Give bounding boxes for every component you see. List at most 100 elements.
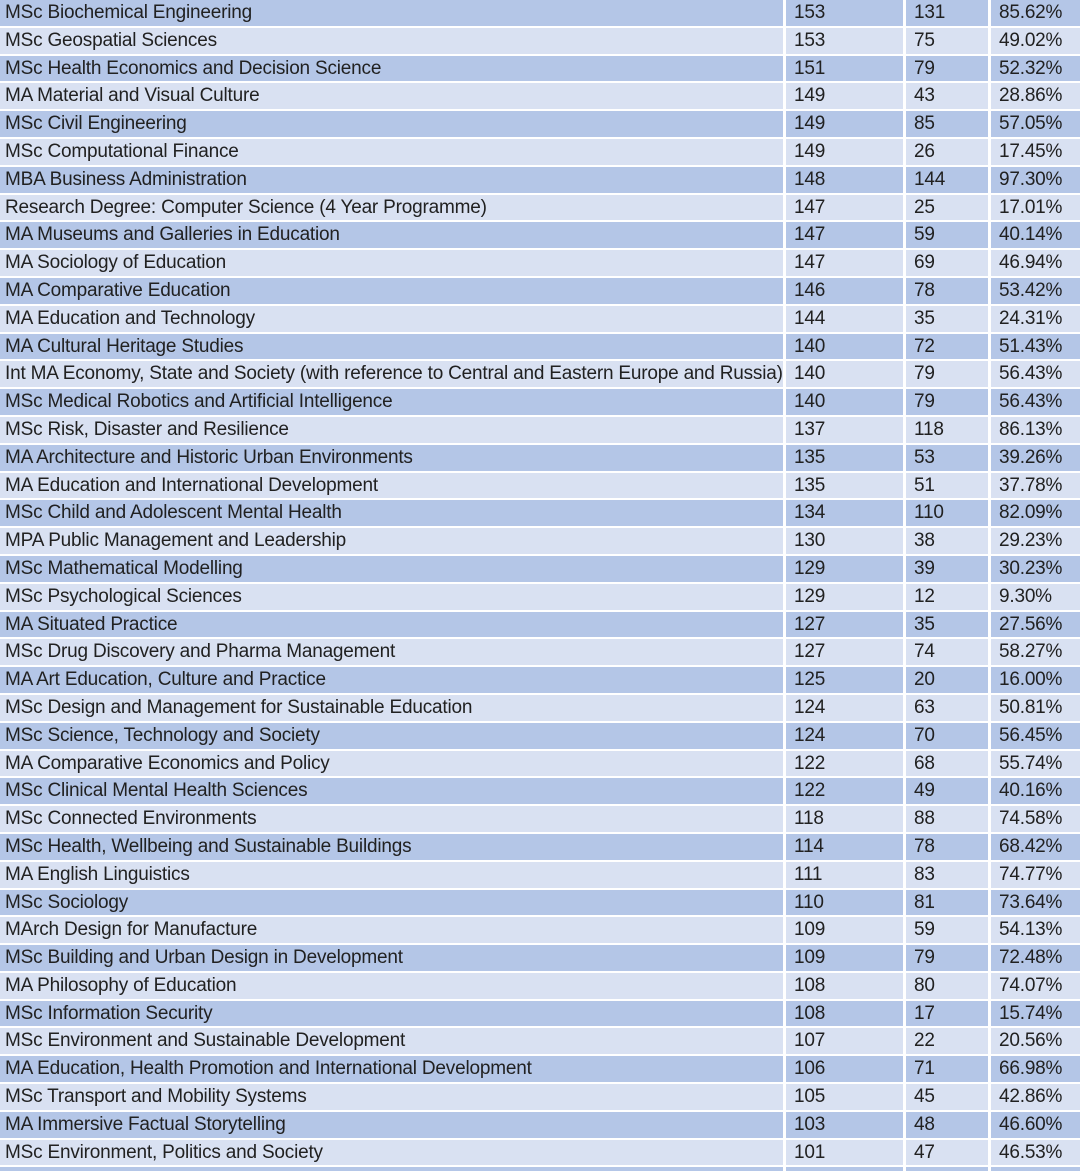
value-2-cell[interactable]: 78	[906, 833, 988, 860]
value-1-cell[interactable]: 109	[786, 917, 903, 944]
percentage-cell[interactable]: 97.30%	[991, 166, 1080, 193]
value-2-cell[interactable]: 17	[906, 1000, 988, 1027]
value-1-cell[interactable]: 134	[786, 500, 903, 527]
value-1-cell[interactable]: 105	[786, 1084, 903, 1110]
value-1-cell[interactable]: 149	[786, 111, 903, 137]
percentage-cell[interactable]: 30.23%	[991, 555, 1080, 582]
percentage-cell[interactable]: 40.16%	[991, 778, 1080, 805]
percentage-cell[interactable]: 50.81%	[991, 694, 1080, 721]
programme-name-cell[interactable]: MA Situated Practice	[0, 611, 783, 638]
value-1-cell[interactable]: 108	[786, 1000, 903, 1027]
value-2-cell[interactable]: 48	[906, 1111, 988, 1138]
value-1-cell[interactable]: 153	[786, 0, 903, 26]
programme-name-cell[interactable]: MA Cultural Heritage Studies	[0, 333, 783, 360]
value-2-cell[interactable]: 78	[906, 277, 988, 304]
value-1-cell[interactable]: 127	[786, 611, 903, 638]
programme-name-cell[interactable]: MSc Psychological Sciences	[0, 583, 783, 610]
programme-name-cell[interactable]: MA Comparative Economics and Policy	[0, 750, 783, 777]
programme-name-cell[interactable]: MSc Sociology	[0, 889, 783, 916]
value-2-cell[interactable]: 81	[906, 889, 988, 916]
programme-name-cell[interactable]: Research Degree: Computer Science (4 Yea…	[0, 194, 783, 221]
percentage-cell[interactable]: 68.42%	[991, 833, 1080, 860]
programme-name-cell[interactable]: MSc Building and Urban Design in Develop…	[0, 945, 783, 971]
value-2-cell[interactable]: 79	[906, 389, 988, 415]
programme-name-cell[interactable]: MSc Connected Environments	[0, 806, 783, 832]
percentage-cell[interactable]: 9.30%	[991, 583, 1080, 610]
programme-name-cell[interactable]: MSc Transport and Mobility Systems	[0, 1084, 783, 1110]
programme-name-cell[interactable]: MSc Drug Discovery and Pharma Management	[0, 639, 783, 666]
value-2-cell[interactable]: 131	[906, 0, 988, 26]
value-2-cell[interactable]: 70	[906, 722, 988, 749]
percentage-cell[interactable]: 46.94%	[991, 250, 1080, 276]
programme-name-cell[interactable]: MA Education, Health Promotion and Inter…	[0, 1056, 783, 1083]
value-2-cell[interactable]: 26	[906, 138, 988, 165]
value-1-cell[interactable]: 110	[786, 889, 903, 916]
percentage-cell[interactable]: 82.09%	[991, 500, 1080, 527]
value-2-cell[interactable]: 144	[906, 166, 988, 193]
value-2-cell[interactable]: 80	[906, 972, 988, 999]
percentage-cell[interactable]: 53.42%	[991, 277, 1080, 304]
value-2-cell[interactable]: 63	[906, 694, 988, 721]
value-1-cell[interactable]: 107	[786, 1028, 903, 1055]
value-2-cell[interactable]: 20	[906, 667, 988, 693]
percentage-cell[interactable]: 74.07%	[991, 972, 1080, 999]
programme-name-cell[interactable]: MSc Design and Management for Sustainabl…	[0, 694, 783, 721]
percentage-cell[interactable]: 17.01%	[991, 194, 1080, 221]
percentage-cell[interactable]: 39.26%	[991, 444, 1080, 471]
value-2-cell[interactable]: 39	[906, 555, 988, 582]
value-2-cell[interactable]: 53	[906, 444, 988, 471]
value-1-cell[interactable]: 122	[786, 750, 903, 777]
value-1-cell[interactable]: 146	[786, 277, 903, 304]
value-2-cell[interactable]: 79	[906, 361, 988, 388]
value-2-cell[interactable]: 88	[906, 806, 988, 832]
value-2-cell[interactable]: 22	[906, 1028, 988, 1055]
value-1-cell[interactable]: 147	[786, 250, 903, 276]
value-1-cell[interactable]: 140	[786, 361, 903, 388]
programme-name-cell[interactable]: MSc Medical Robotics and Artificial Inte…	[0, 389, 783, 415]
value-2-cell[interactable]	[906, 1167, 988, 1171]
percentage-cell[interactable]: 40.14%	[991, 222, 1080, 249]
percentage-cell[interactable]: 51.43%	[991, 333, 1080, 360]
value-2-cell[interactable]: 49	[906, 778, 988, 805]
value-2-cell[interactable]: 118	[906, 416, 988, 443]
percentage-cell[interactable]: 55.74%	[991, 750, 1080, 777]
percentage-cell[interactable]: 24.31%	[991, 305, 1080, 332]
percentage-cell[interactable]: 27.56%	[991, 611, 1080, 638]
value-2-cell[interactable]: 12	[906, 583, 988, 610]
programme-name-cell[interactable]: MPA Public Management and Leadership	[0, 528, 783, 554]
percentage-cell[interactable]: 16.00%	[991, 667, 1080, 693]
percentage-cell[interactable]	[991, 1167, 1080, 1171]
programme-name-cell[interactable]: MSc Science, Technology and Society	[0, 722, 783, 749]
programme-name-cell[interactable]: MA Education and Technology	[0, 305, 783, 332]
value-1-cell[interactable]: 118	[786, 806, 903, 832]
programme-name-cell[interactable]: MA Philosophy of Education	[0, 972, 783, 999]
value-1-cell[interactable]: 103	[786, 1111, 903, 1138]
programme-name-cell[interactable]: MArch Design for Manufacture	[0, 917, 783, 944]
value-2-cell[interactable]: 51	[906, 472, 988, 499]
value-1-cell[interactable]: 140	[786, 333, 903, 360]
percentage-cell[interactable]: 56.45%	[991, 722, 1080, 749]
percentage-cell[interactable]: 52.32%	[991, 55, 1080, 82]
programme-name-cell[interactable]: Int MA Economy, State and Society (with …	[0, 361, 783, 388]
programme-name-cell[interactable]: MSc Risk, Disaster and Resilience	[0, 416, 783, 443]
programme-name-cell[interactable]: MSc Mathematical Modelling	[0, 555, 783, 582]
value-1-cell[interactable]: 135	[786, 444, 903, 471]
value-2-cell[interactable]: 85	[906, 111, 988, 137]
value-2-cell[interactable]: 35	[906, 305, 988, 332]
value-1-cell[interactable]: 127	[786, 639, 903, 666]
value-1-cell[interactable]: 140	[786, 389, 903, 415]
percentage-cell[interactable]: 73.64%	[991, 889, 1080, 916]
percentage-cell[interactable]: 54.13%	[991, 917, 1080, 944]
value-1-cell[interactable]: 111	[786, 861, 903, 888]
value-2-cell[interactable]: 110	[906, 500, 988, 527]
value-1-cell[interactable]: 153	[786, 27, 903, 54]
value-1-cell[interactable]: 135	[786, 472, 903, 499]
value-2-cell[interactable]: 79	[906, 55, 988, 82]
percentage-cell[interactable]: 46.60%	[991, 1111, 1080, 1138]
value-1-cell[interactable]: 149	[786, 83, 903, 110]
value-2-cell[interactable]: 25	[906, 194, 988, 221]
percentage-cell[interactable]: 29.23%	[991, 528, 1080, 554]
programme-name-cell[interactable]: MA Material and Visual Culture	[0, 83, 783, 110]
percentage-cell[interactable]: 57.05%	[991, 111, 1080, 137]
value-2-cell[interactable]: 75	[906, 27, 988, 54]
